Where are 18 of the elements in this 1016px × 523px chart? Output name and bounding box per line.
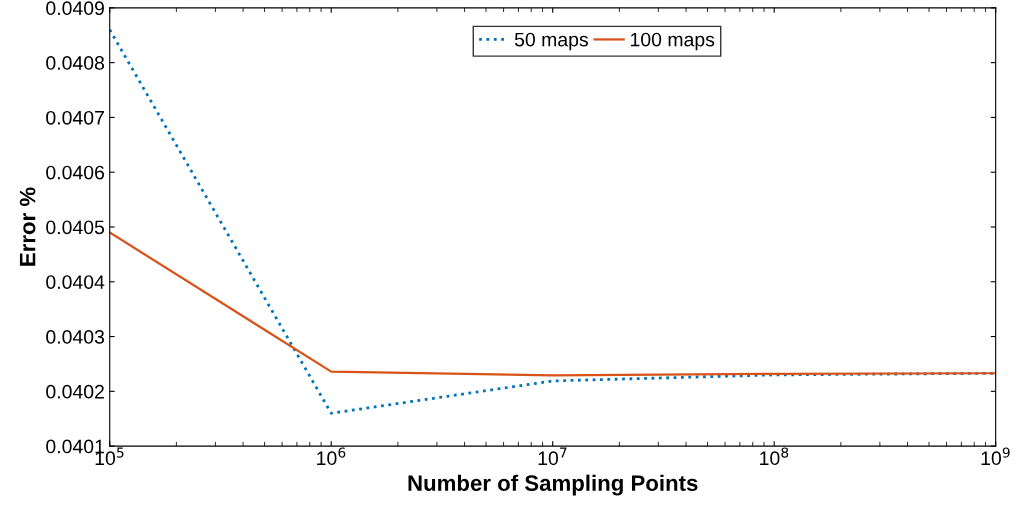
line-series	[109, 28, 996, 415]
x-tick-label: 10$^{8}$	[760, 447, 789, 466]
x-tick-label: 10$^{7}$	[538, 447, 567, 466]
legend-label: 100 maps	[630, 32, 715, 51]
x-axis-title: Number of Sampling Points	[408, 474, 698, 496]
y-tick-label: 0.0403	[46, 330, 105, 344]
y-tick-label: 0.0409	[46, 1, 104, 16]
x-tick-label: 10$^{9}$	[981, 447, 1010, 466]
x-tick-label: 10$^{6}$	[317, 447, 346, 466]
y-tick-label: 0.0406	[46, 165, 105, 180]
legend-label: 50 maps	[514, 32, 588, 51]
y-tick-label: 0.0404	[46, 275, 105, 289]
y-axis-title: Error %	[19, 187, 36, 266]
line-series	[109, 231, 996, 377]
y-tick-label: 0.0402	[46, 384, 104, 399]
y-tick-label: 0.0408	[46, 56, 105, 70]
y-tick-label: 0.0407	[46, 110, 104, 125]
y-tick-label: 0.0405	[46, 220, 105, 235]
